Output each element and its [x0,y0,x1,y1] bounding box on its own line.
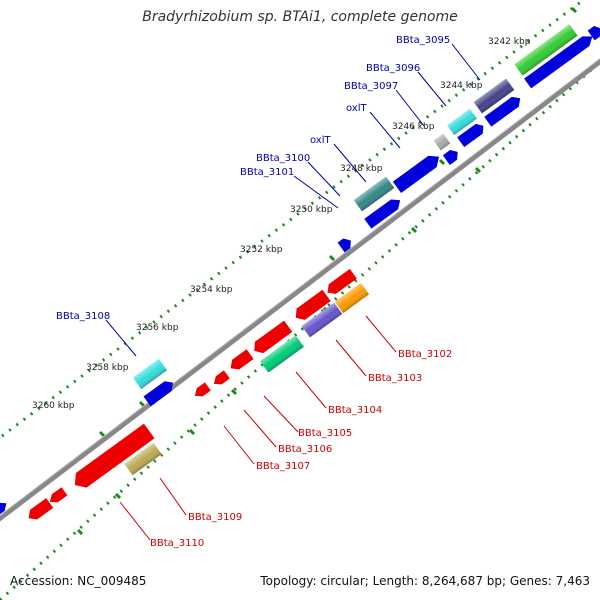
gene-label-bbta3110: BBta_3110 [150,538,204,549]
gene-bbta3102[interactable] [334,282,370,314]
gene-label-bbta3101: BBta_3101 [240,167,294,178]
forward-gene-labels: BBta_3095 BBta_3096 BBta_3097 oxlT oxlT … [56,35,450,322]
gene-bbta3104[interactable] [260,335,304,373]
scale-label: 3242 kbp [488,37,531,47]
scale-label: 3246 kbp [392,122,435,132]
gene-label-oxit-2: oxlT [310,135,332,146]
scale-label: 3248 kbp [340,164,383,174]
forward-genes [0,24,600,517]
scale-label: 3256 kbp [136,323,179,333]
gene-label-bbta3100: BBta_3100 [256,153,310,164]
scale-label: 3244 kbp [440,81,483,91]
gene-label-bbta3104: BBta_3104 [328,405,382,416]
gene-label-oxit-1: oxlT [346,103,368,114]
scale-label: 3254 kbp [190,285,233,295]
gene-label-bbta3105: BBta_3105 [298,428,352,439]
reverse-gene-labels: BBta_3102 BBta_3103 BBta_3104 BBta_3105 … [150,349,452,549]
gene-label-bbta3103: BBta_3103 [368,373,422,384]
gene-oxit-1[interactable] [433,133,451,151]
genome-summary-text: Topology: circular; Length: 8,264,687 bp… [260,574,590,588]
map-title: Bradyrhizobium sp. BTAi1, complete genom… [142,9,458,25]
scale-labels: 3242 kbp 3244 kbp 3246 kbp 3248 kbp 3250… [32,37,531,411]
gene-bbta3097[interactable] [447,108,477,136]
gene-label-bbta3108: BBta_3108 [56,311,110,322]
scale-label: 3260 kbp [32,401,75,411]
gene-bbta3108[interactable] [132,358,168,390]
gene-label-bbta3106: BBta_3106 [278,444,332,455]
reverse-genes [28,268,370,520]
gene-label-bbta3109: BBta_3109 [188,512,242,523]
scale-label: 3252 kbp [240,245,283,255]
gene-bbta3103[interactable] [301,302,343,338]
gene-bbta3095[interactable] [514,24,578,76]
inner-tick-ring [0,60,600,600]
scale-label: 3258 kbp [86,363,129,373]
major-ticks [76,6,578,536]
reverse-leader-lines [119,315,397,541]
gene-label-bbta3095: BBta_3095 [396,35,450,46]
forward-leader-lines [105,43,481,357]
scale-label: 3250 kbp [290,205,333,215]
genome-backbone [0,58,600,522]
gene-label-bbta3097: BBta_3097 [344,81,398,92]
gene-label-bbta3096: BBta_3096 [366,63,420,74]
gene-label-bbta3102: BBta_3102 [398,349,452,360]
gene-bbta3100[interactable] [353,176,395,212]
accession-text: Accession: NC_009485 [10,574,147,588]
gene-bbta3109[interactable] [124,442,162,476]
gene-label-bbta3107: BBta_3107 [256,461,310,472]
gene-bbta3096[interactable] [473,78,515,114]
